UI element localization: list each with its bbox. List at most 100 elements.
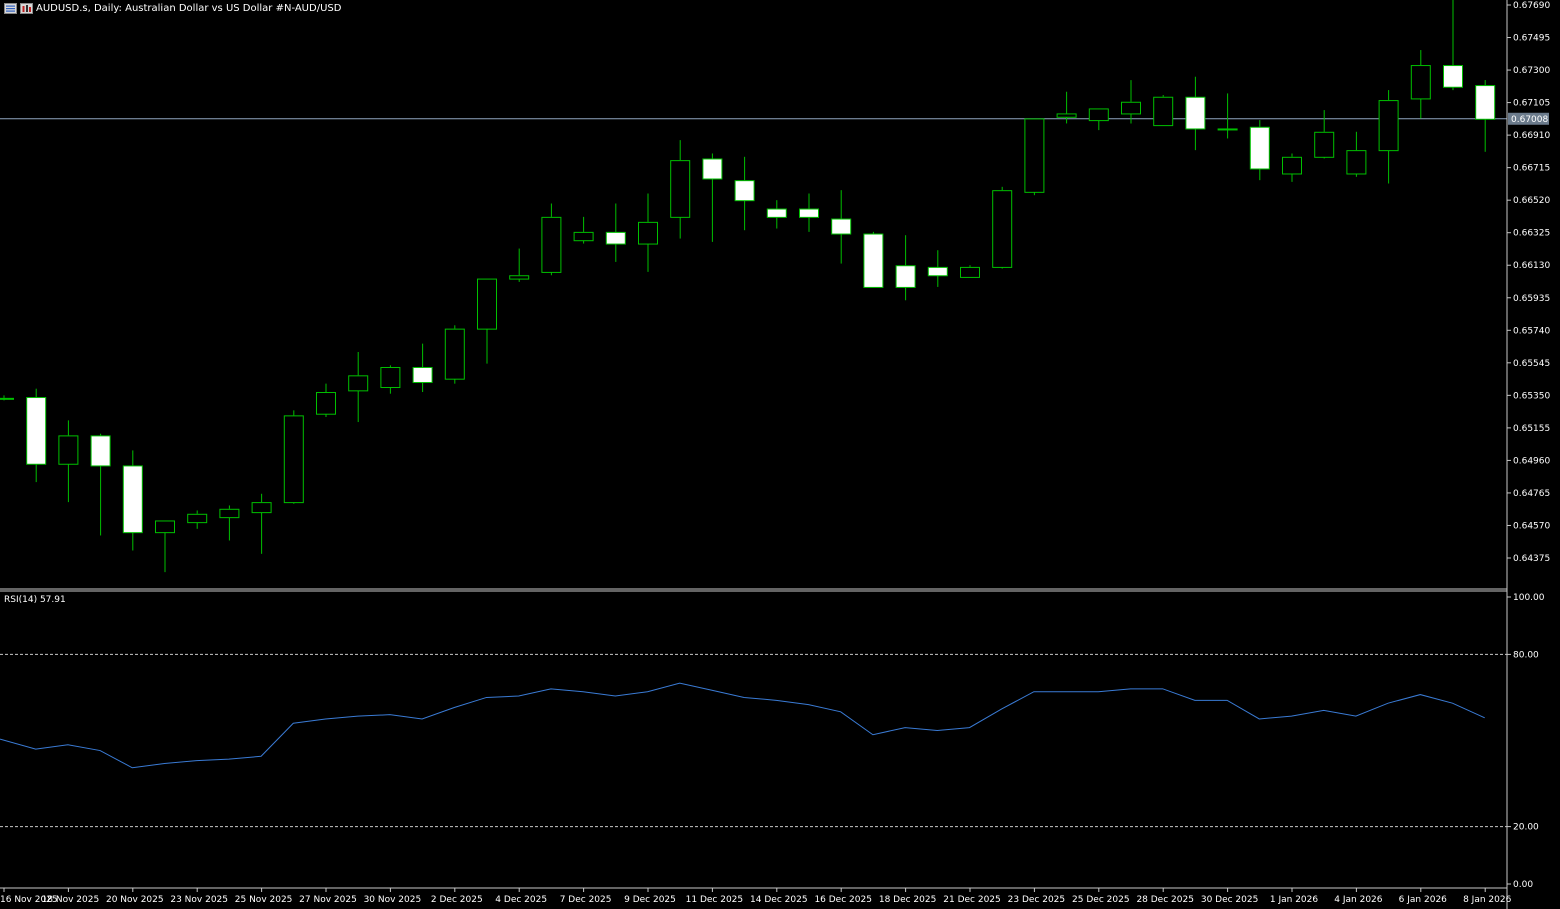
x-tick-label: 4 Jan 2026 — [1334, 895, 1382, 905]
x-tick-label: 16 Dec 2025 — [814, 895, 872, 905]
x-tick-label: 25 Nov 2025 — [235, 895, 293, 905]
candle-body — [1185, 96, 1206, 130]
y-tick-label: 0.65545 — [1513, 359, 1550, 369]
candle — [444, 325, 465, 384]
y-tick-label: 0.67690 — [1513, 1, 1550, 11]
candle-body — [927, 266, 948, 277]
candle — [0, 395, 14, 401]
candle-body — [187, 513, 208, 524]
candle — [573, 216, 594, 244]
candle — [26, 388, 47, 483]
candle-body — [541, 216, 562, 273]
candle — [927, 250, 948, 287]
candle — [1056, 91, 1077, 124]
candle-body — [1056, 113, 1077, 118]
chart-header: AUDUSD.s, Daily: Australian Dollar vs US… — [4, 1, 341, 15]
x-tick-label: 16 Nov 2025 — [0, 895, 58, 905]
candle-body — [1314, 131, 1335, 158]
candle-body — [155, 520, 175, 534]
candle — [638, 193, 658, 272]
y-tick-label: 0.67105 — [1513, 99, 1550, 109]
y-tick-label: 0.66130 — [1513, 261, 1550, 271]
y-tick-label: 0.64765 — [1513, 489, 1550, 499]
candle — [1314, 110, 1335, 159]
x-tick-label: 27 Nov 2025 — [299, 895, 357, 905]
candle-body — [1346, 150, 1367, 175]
y-tick-label: 0.66715 — [1513, 164, 1550, 174]
candle-body — [960, 266, 980, 278]
candle-body — [1088, 108, 1109, 122]
candle — [155, 520, 175, 573]
candle-body — [316, 392, 336, 415]
x-tick-label: 4 Dec 2025 — [495, 895, 547, 905]
candle-body — [766, 208, 787, 218]
x-tick-label: 1 Jan 2026 — [1270, 895, 1318, 905]
x-tick-label: 11 Dec 2025 — [686, 895, 744, 905]
candle — [1282, 153, 1302, 182]
candle — [251, 493, 272, 554]
candle — [1346, 131, 1367, 177]
candle — [799, 193, 819, 232]
candle-body — [283, 415, 304, 504]
candle — [122, 450, 143, 551]
candle-body — [122, 465, 143, 534]
rsi-tick-label: 100.00 — [1513, 593, 1545, 603]
x-tick-label: 30 Nov 2025 — [364, 895, 422, 905]
candle — [1153, 95, 1174, 127]
candle-body — [799, 208, 819, 218]
y-tick-label: 0.67300 — [1513, 66, 1550, 76]
y-tick-label: 0.66520 — [1513, 196, 1550, 206]
y-tick-label: 0.66910 — [1513, 131, 1550, 141]
candle — [1410, 50, 1431, 119]
symbol-title: AUDUSD.s, Daily: Australian Dollar vs US… — [36, 2, 342, 14]
candle-body — [251, 502, 272, 514]
candle — [1217, 93, 1238, 139]
x-tick-label: 8 Jan 2026 — [1463, 895, 1511, 905]
candle — [90, 433, 111, 536]
y-tick-label: 0.64960 — [1513, 456, 1550, 466]
y-tick-label: 0.65350 — [1513, 391, 1550, 401]
candle — [1088, 108, 1109, 131]
candle — [1024, 118, 1045, 196]
candle — [992, 186, 1013, 269]
rsi-tick-label: 0.00 — [1513, 880, 1533, 890]
x-tick-label: 30 Dec 2025 — [1201, 895, 1259, 905]
candle-body — [509, 275, 530, 280]
candle-body — [348, 375, 369, 392]
candle — [348, 351, 369, 423]
y-tick-label: 0.65740 — [1513, 326, 1550, 336]
candle — [960, 265, 980, 278]
x-tick-label: 23 Nov 2025 — [170, 895, 228, 905]
price-pane — [0, 0, 1507, 573]
candle — [283, 410, 304, 504]
candle-body — [831, 218, 852, 235]
candle-body — [895, 265, 916, 288]
candle — [766, 200, 787, 229]
chart-window-icon[interactable] — [20, 2, 33, 14]
candle-body — [380, 366, 401, 389]
rsi-label: RSI(14) 57.91 — [4, 595, 66, 605]
candle — [1121, 80, 1141, 124]
candle-body — [477, 278, 497, 330]
x-tick-label: 25 Dec 2025 — [1072, 895, 1130, 905]
x-tick-label: 2 Dec 2025 — [431, 895, 483, 905]
candle-body — [1153, 96, 1174, 127]
rsi-line — [0, 682, 1485, 769]
candle-body — [1249, 126, 1270, 170]
y-tick-label: 0.65155 — [1513, 424, 1550, 434]
candle — [316, 383, 336, 418]
rsi-tick-label: 80.00 — [1513, 650, 1539, 660]
candle — [1185, 76, 1206, 151]
y-tick-label: 0.65935 — [1513, 294, 1550, 304]
candle-body — [1475, 85, 1496, 120]
candle-body — [605, 231, 626, 245]
candle-body — [1282, 156, 1302, 175]
candle — [1443, 0, 1463, 91]
rsi-pane — [0, 653, 1507, 828]
candle-body — [670, 160, 691, 218]
y-tick-label: 0.67495 — [1513, 34, 1550, 44]
candle — [58, 420, 79, 503]
candle-body — [444, 328, 465, 380]
window-list-icon[interactable] — [4, 2, 17, 14]
